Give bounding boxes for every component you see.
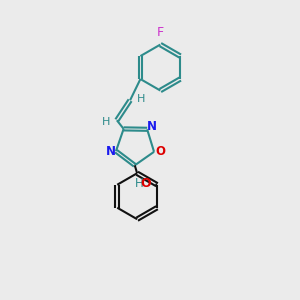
Text: N: N: [106, 145, 116, 158]
Text: O: O: [155, 145, 165, 158]
Text: H: H: [102, 117, 110, 127]
Text: H: H: [136, 94, 145, 104]
Text: F: F: [157, 26, 164, 39]
Text: O: O: [140, 177, 151, 190]
Text: H: H: [135, 177, 144, 190]
Text: N: N: [147, 120, 157, 133]
